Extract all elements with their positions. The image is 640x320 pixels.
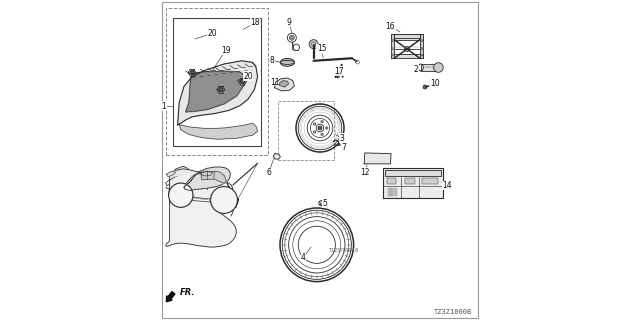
Text: 5: 5 [323,199,327,208]
Circle shape [421,54,422,56]
Polygon shape [275,78,294,91]
Bar [388,188,390,196]
Circle shape [219,88,223,92]
Polygon shape [186,71,246,112]
Text: 17: 17 [333,67,344,76]
Bar [392,188,394,196]
Text: 10: 10 [429,79,440,88]
Circle shape [321,133,323,136]
Polygon shape [184,173,201,186]
Bar [278,101,334,160]
Circle shape [289,35,294,40]
FancyArrow shape [166,292,175,302]
Circle shape [423,85,427,89]
Circle shape [169,183,193,207]
Text: 11: 11 [270,78,279,87]
Circle shape [241,80,244,84]
Bar [394,188,397,196]
Bar [387,178,396,184]
Polygon shape [166,171,175,177]
Text: T125/70D16: T125/70D16 [328,247,358,252]
Text: 3: 3 [339,134,344,143]
Bar [391,34,394,58]
Text: 7: 7 [342,143,346,152]
Circle shape [321,120,323,123]
Text: ===: === [423,65,436,70]
Circle shape [392,40,393,42]
Text: FR.: FR. [180,288,195,297]
Bar [391,34,423,40]
Bar [383,168,443,198]
Text: 20: 20 [243,72,253,81]
Polygon shape [273,154,280,159]
Bar [421,64,438,71]
Circle shape [421,48,422,50]
Bar [405,178,415,184]
Text: 16: 16 [385,22,396,31]
Circle shape [314,131,316,133]
Polygon shape [364,153,391,164]
Polygon shape [178,61,258,125]
Text: 8: 8 [269,56,275,65]
Text: 4: 4 [301,253,306,262]
Circle shape [326,127,328,129]
Circle shape [404,46,410,52]
Polygon shape [207,171,214,179]
Text: 2: 2 [413,65,419,74]
Bar [391,54,423,58]
Circle shape [392,48,393,50]
Polygon shape [279,81,289,87]
Bar [394,34,420,38]
Circle shape [314,123,316,125]
Text: 14: 14 [442,181,452,190]
Circle shape [421,40,422,42]
Ellipse shape [280,60,294,64]
Text: 20: 20 [207,29,217,38]
Polygon shape [214,171,227,183]
Circle shape [211,187,237,213]
Text: 19: 19 [221,46,230,55]
Bar [385,170,441,176]
Text: 9: 9 [287,18,292,27]
Bar [420,34,423,58]
Text: 12: 12 [360,168,369,177]
Polygon shape [201,172,207,180]
Polygon shape [179,123,258,139]
Polygon shape [170,169,201,177]
Circle shape [318,126,322,130]
Polygon shape [166,166,236,247]
Polygon shape [184,167,230,190]
Text: 6: 6 [266,168,271,177]
Circle shape [309,40,318,49]
Text: 15: 15 [317,44,326,53]
Ellipse shape [434,63,443,72]
Bar [422,178,438,184]
Bar [166,8,268,155]
Circle shape [190,71,194,75]
Text: 18: 18 [251,18,260,27]
Circle shape [392,54,393,56]
Text: 1: 1 [161,102,166,111]
Bar [173,18,262,146]
Text: TZ3Z1000B: TZ3Z1000B [434,309,472,315]
Polygon shape [201,171,212,176]
